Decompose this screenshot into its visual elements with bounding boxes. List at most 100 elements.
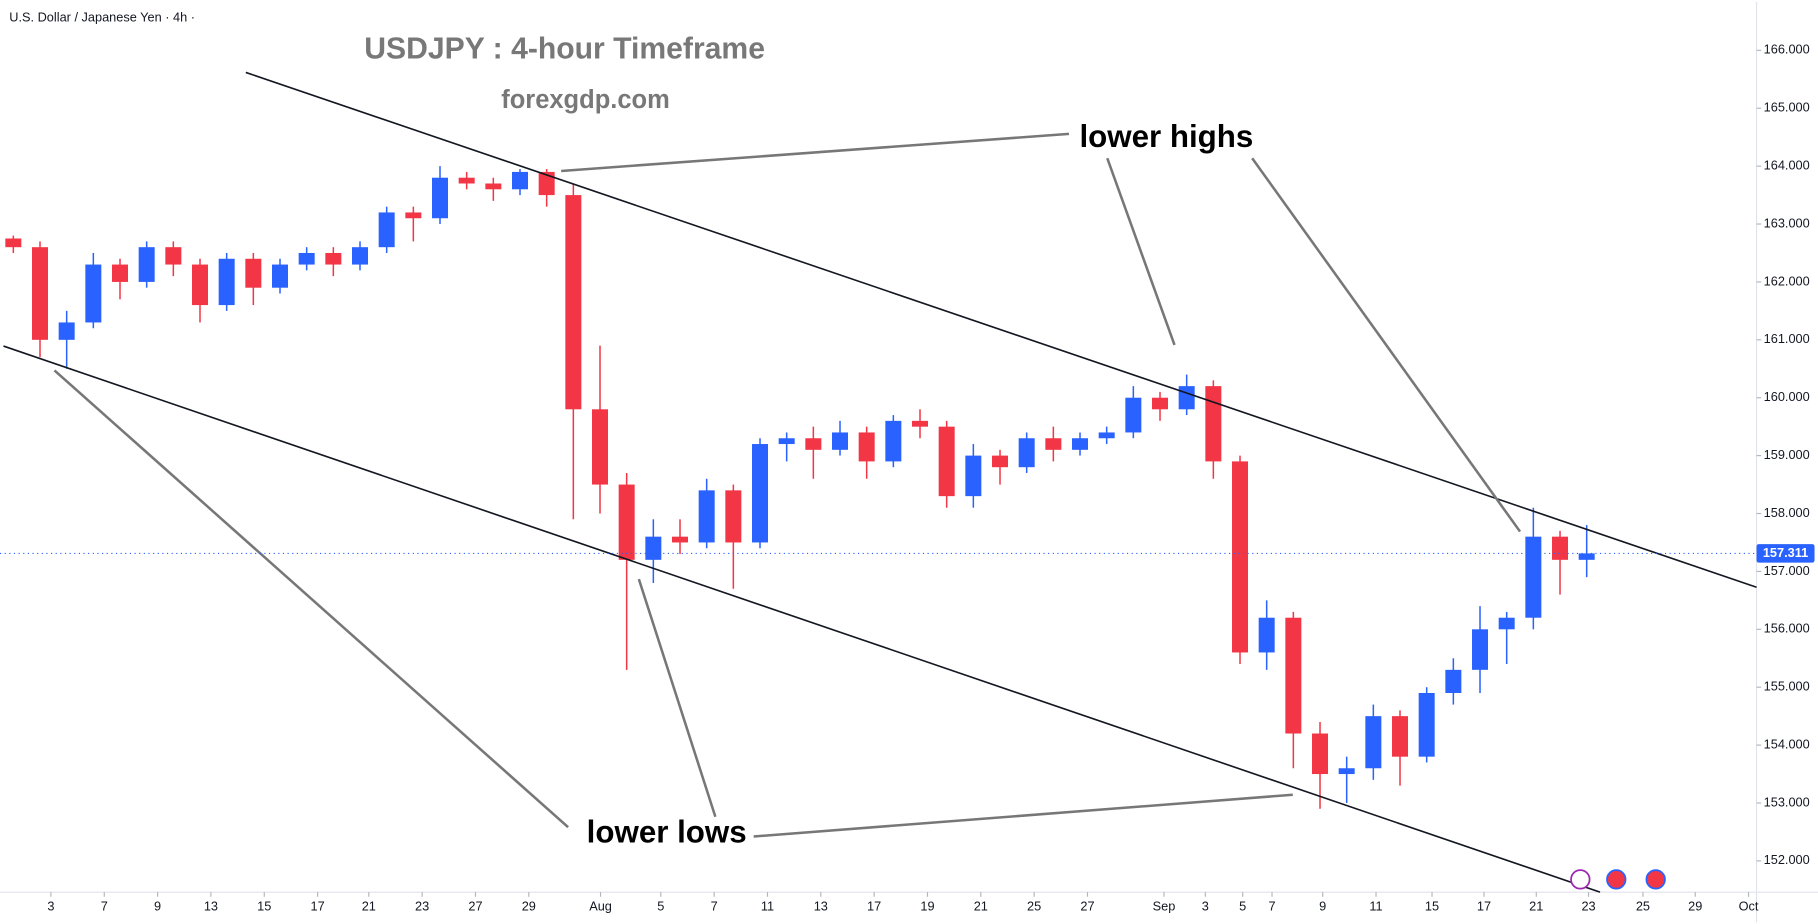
candle-body bbox=[618, 484, 635, 560]
candle-body bbox=[858, 432, 875, 462]
x-tick-label: 21 bbox=[362, 899, 376, 914]
y-tick-label: 160.000 bbox=[1764, 389, 1810, 404]
candle-body bbox=[1312, 733, 1329, 775]
pointer-line bbox=[1106, 157, 1176, 346]
pointer-line bbox=[1251, 157, 1522, 533]
candle-body bbox=[405, 212, 422, 219]
x-tick-label: 5 bbox=[1239, 899, 1246, 914]
candle-body bbox=[352, 247, 369, 265]
y-tick-label: 161.000 bbox=[1764, 331, 1810, 346]
last-price-label: 157.311 bbox=[1763, 545, 1808, 560]
candle-body bbox=[325, 252, 342, 265]
candle-body bbox=[1018, 438, 1035, 468]
candle-body bbox=[245, 258, 262, 288]
x-tick-label: Oct bbox=[1739, 899, 1759, 914]
candle-body bbox=[378, 212, 395, 248]
x-tick-label: 3 bbox=[47, 899, 54, 914]
candle-body bbox=[272, 264, 289, 288]
candle-body bbox=[138, 247, 155, 282]
y-tick-label: 163.000 bbox=[1764, 215, 1810, 230]
candle-body bbox=[912, 420, 929, 427]
candle-body bbox=[1258, 617, 1275, 653]
candle-body bbox=[1498, 617, 1515, 630]
y-tick-label: 153.000 bbox=[1764, 794, 1810, 809]
x-tick-label: 7 bbox=[711, 899, 718, 914]
icon[interactable] bbox=[1606, 869, 1627, 890]
y-tick-label: 164.000 bbox=[1764, 158, 1810, 173]
x-tick-label: 17 bbox=[1477, 899, 1491, 914]
x-tick-label: 9 bbox=[154, 899, 161, 914]
plot-area bbox=[5, 166, 1595, 809]
candle-body bbox=[778, 438, 795, 445]
pointer-line bbox=[637, 578, 717, 818]
candle-body bbox=[1098, 432, 1115, 439]
candle-body bbox=[485, 183, 502, 190]
x-tick-label: 3 bbox=[1202, 899, 1209, 914]
candle-body bbox=[1445, 669, 1462, 693]
upper-trend-line bbox=[245, 71, 1757, 588]
x-tick-label: 29 bbox=[1688, 899, 1702, 914]
last-price-box bbox=[1756, 544, 1815, 563]
candle-body bbox=[1578, 553, 1595, 560]
candle-body bbox=[1285, 617, 1302, 734]
x-tick-label: 21 bbox=[974, 899, 988, 914]
x-tick-label: 23 bbox=[1581, 899, 1595, 914]
icon[interactable] bbox=[1645, 869, 1666, 890]
x-tick-label: 25 bbox=[1027, 899, 1041, 914]
candle-body bbox=[1472, 629, 1489, 670]
candle-body bbox=[1205, 386, 1222, 462]
candle-body bbox=[1338, 768, 1355, 775]
x-tick-label: 27 bbox=[1080, 899, 1094, 914]
x-tick-label: 13 bbox=[814, 899, 828, 914]
candle-body bbox=[5, 238, 22, 248]
icon[interactable] bbox=[1570, 869, 1591, 890]
lower-trend-line bbox=[3, 345, 1601, 893]
x-tick-label: Aug bbox=[589, 899, 612, 914]
candle-body bbox=[1418, 692, 1435, 757]
candle-body bbox=[1232, 461, 1249, 653]
candle-body bbox=[725, 490, 742, 543]
y-tick-label: 162.000 bbox=[1764, 273, 1810, 288]
candle-body bbox=[112, 264, 129, 282]
candle-body bbox=[1045, 438, 1062, 450]
candle-body bbox=[1552, 536, 1569, 560]
chart-subtitle: forexgdp.com bbox=[501, 86, 670, 114]
candle-body bbox=[1525, 536, 1542, 618]
candle-body bbox=[965, 455, 982, 497]
x-tick-label: 11 bbox=[761, 899, 774, 914]
candle-body bbox=[1178, 386, 1195, 410]
candle-body bbox=[698, 490, 715, 543]
x-tick-label: 7 bbox=[1268, 899, 1275, 914]
candle-body bbox=[645, 536, 662, 560]
annotation: lower lows bbox=[587, 814, 747, 849]
y-tick-label: 159.000 bbox=[1764, 447, 1810, 462]
symbol-label: U.S. Dollar / Japanese Yen · 4h · bbox=[9, 9, 195, 24]
candle-body bbox=[1365, 716, 1382, 769]
x-tick-label: 17 bbox=[867, 899, 881, 914]
x-tick-label: 27 bbox=[468, 899, 482, 914]
candle-body bbox=[458, 177, 475, 184]
candle-body bbox=[832, 432, 849, 450]
candle-body bbox=[672, 536, 689, 543]
x-tick-label: 15 bbox=[1425, 899, 1439, 914]
y-tick-label: 165.000 bbox=[1764, 100, 1810, 115]
y-tick-label: 157.000 bbox=[1764, 563, 1810, 578]
candle-body bbox=[885, 420, 902, 462]
candle-body bbox=[512, 171, 529, 190]
pointer-line bbox=[753, 793, 1293, 838]
candle-body bbox=[432, 177, 449, 219]
candle-body bbox=[1072, 438, 1089, 450]
pointer-line bbox=[53, 369, 569, 829]
x-tick-label: 7 bbox=[101, 899, 108, 914]
candle-body bbox=[192, 264, 209, 306]
x-tick-label: 19 bbox=[920, 899, 934, 914]
candle-body bbox=[58, 322, 75, 340]
x-tick-label: 11 bbox=[1369, 899, 1382, 914]
candle-body bbox=[298, 252, 315, 265]
x-tick-label: Sep bbox=[1153, 899, 1176, 914]
candle-body bbox=[992, 455, 1009, 468]
candle-body bbox=[165, 247, 182, 265]
candle-body bbox=[592, 409, 609, 485]
